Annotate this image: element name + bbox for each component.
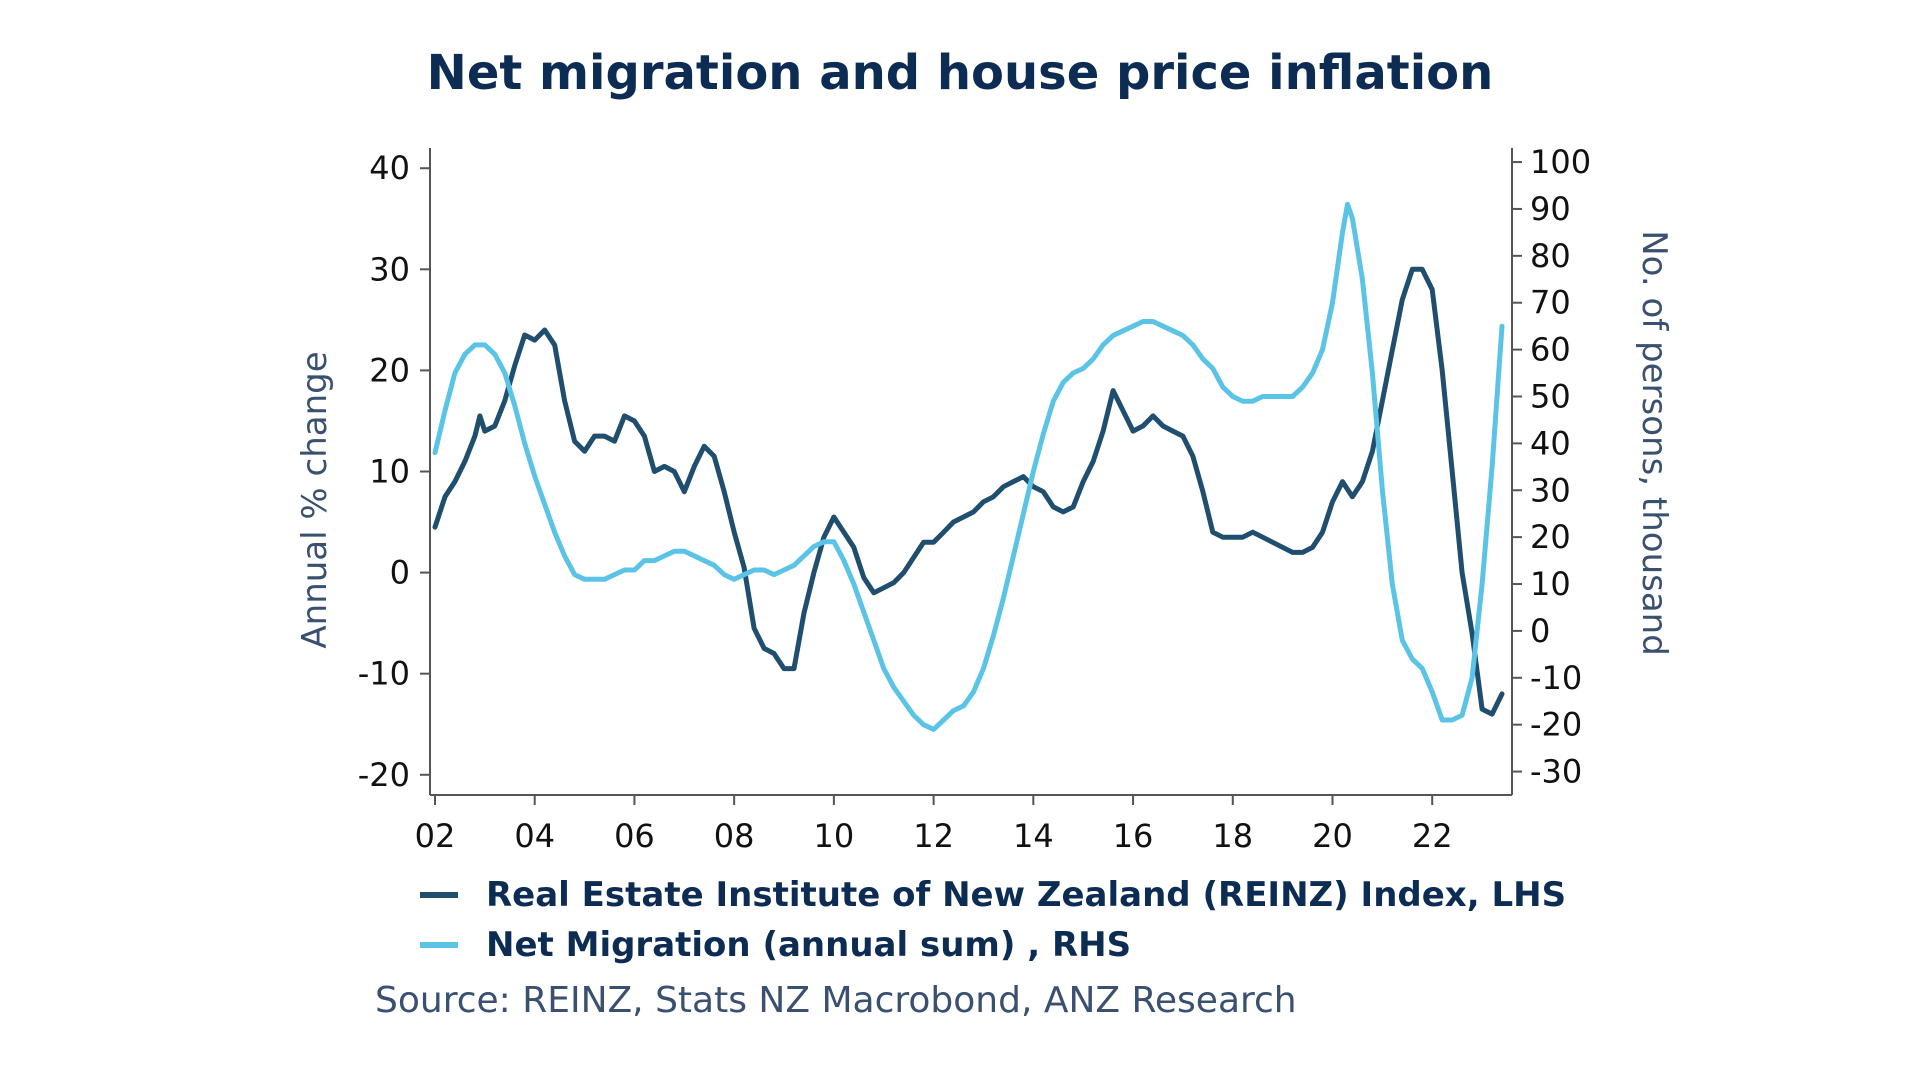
x-tick-label: 06 — [614, 817, 655, 855]
y-tick-label-left: -20 — [358, 756, 410, 794]
y-tick-label-right: -10 — [1530, 659, 1582, 697]
source-note: Source: REINZ, Stats NZ Macrobond, ANZ R… — [375, 980, 1297, 1021]
x-tick-label: 16 — [1113, 817, 1154, 855]
x-tick-label: 02 — [415, 817, 456, 855]
y-tick-label-right: 60 — [1530, 331, 1571, 369]
legend-label-reinz: Real Estate Institute of New Zealand (RE… — [486, 875, 1567, 915]
series-line-migration — [432, 201, 1505, 732]
y-axis-label-left: Annual % change — [295, 351, 335, 648]
legend-item-migration: Net Migration (annual sum) , RHS — [420, 920, 1566, 970]
x-tick-label: 20 — [1312, 817, 1353, 855]
legend: Real Estate Institute of New Zealand (RE… — [420, 870, 1566, 970]
x-tick-label: 12 — [913, 817, 954, 855]
y-tick-label-left: 40 — [369, 149, 410, 187]
series-lines — [432, 201, 1505, 732]
y-tick-label-right: 0 — [1530, 612, 1550, 650]
y-tick-label-right: 50 — [1530, 377, 1571, 415]
y-tick-label-left: 20 — [369, 351, 410, 389]
legend-label-migration: Net Migration (annual sum) , RHS — [486, 925, 1132, 965]
y-tick-label-left: 30 — [369, 250, 410, 288]
y-tick-label-right: 40 — [1530, 424, 1571, 462]
x-tick-label: 10 — [814, 817, 855, 855]
chart-title: Net migration and house price inflation — [426, 45, 1494, 101]
y-tick-label-right: -30 — [1530, 753, 1582, 791]
x-tick-label: 08 — [714, 817, 755, 855]
y-tick-label-right: 80 — [1530, 237, 1571, 275]
legend-swatch-reinz — [420, 892, 458, 898]
tick-labels: 403020100-10-201009080706050403020100-10… — [358, 143, 1591, 855]
x-tick-label: 14 — [1013, 817, 1054, 855]
legend-swatch-migration — [420, 942, 458, 948]
x-tick-label: 22 — [1412, 817, 1453, 855]
y-tick-label-right: 10 — [1530, 565, 1571, 603]
y-tick-label-right: 20 — [1530, 518, 1571, 556]
y-tick-label-right: -20 — [1530, 706, 1582, 744]
y-tick-label-right: 70 — [1530, 284, 1571, 322]
y-axis-label-right: No. of persons, thousand — [1634, 230, 1674, 656]
y-tick-label-left: 0 — [390, 554, 410, 592]
series-line-reinz — [432, 266, 1505, 717]
x-tick-label: 18 — [1212, 817, 1253, 855]
y-tick-label-right: 90 — [1530, 190, 1571, 228]
x-tick-label: 04 — [514, 817, 555, 855]
y-tick-label-right: 100 — [1530, 143, 1591, 181]
y-tick-label-left: -10 — [358, 655, 410, 693]
axes — [420, 148, 1522, 805]
y-tick-label-left: 10 — [369, 453, 410, 491]
legend-item-reinz: Real Estate Institute of New Zealand (RE… — [420, 870, 1566, 920]
y-tick-label-right: 30 — [1530, 471, 1571, 509]
